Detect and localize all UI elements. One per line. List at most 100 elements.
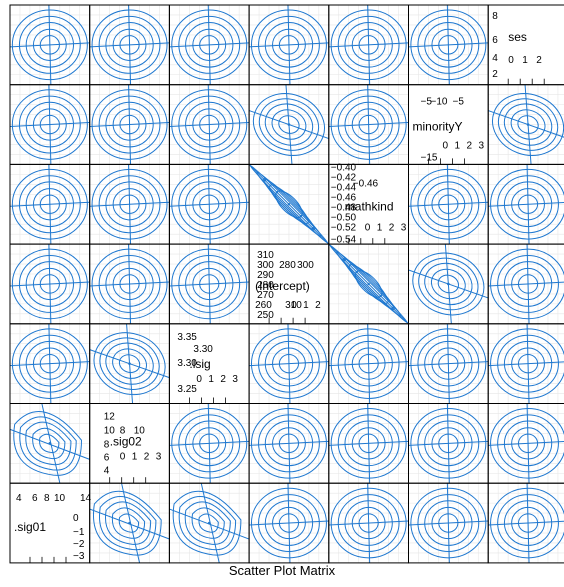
profile-trace bbox=[367, 403, 371, 484]
tick-label: 3 bbox=[401, 222, 407, 233]
diagonal-background bbox=[328, 164, 409, 245]
contour-ellipse bbox=[490, 408, 564, 479]
tick-label: 0 bbox=[73, 513, 79, 524]
contour-ellipse bbox=[258, 15, 320, 74]
tick-label: −0.44 bbox=[331, 182, 357, 193]
contour-ellipse bbox=[264, 420, 314, 467]
tick-label: 3.30 bbox=[193, 344, 213, 355]
contour-panel bbox=[10, 164, 90, 245]
tick-label: 1 bbox=[132, 452, 138, 463]
contour-ellipse bbox=[330, 89, 407, 160]
diagonal-background bbox=[488, 5, 564, 85]
profile-trace bbox=[446, 483, 450, 563]
contour-ellipse bbox=[330, 487, 407, 559]
contour-ellipse bbox=[417, 334, 480, 393]
contour-ellipse bbox=[424, 420, 473, 467]
contour-ellipse bbox=[91, 248, 168, 320]
profile-trace bbox=[128, 244, 132, 324]
contour-panel bbox=[408, 164, 489, 245]
profile-trace bbox=[287, 483, 291, 563]
contour-ellipse bbox=[410, 487, 487, 559]
tick-label: 3 bbox=[232, 374, 238, 385]
estimate-point bbox=[311, 226, 315, 230]
contour-ellipse bbox=[11, 9, 88, 81]
contour-ellipse bbox=[98, 254, 161, 313]
contour-ellipse bbox=[98, 95, 161, 154]
profile-trace bbox=[48, 164, 52, 245]
chart-title: Scatter Plot Matrix bbox=[228, 563, 336, 578]
contour-panel bbox=[328, 403, 409, 484]
tick-label: 8 bbox=[44, 493, 50, 504]
tick-label: 3 bbox=[479, 141, 485, 152]
estimate-point bbox=[526, 123, 530, 126]
estimate-point bbox=[287, 123, 291, 126]
contour-panel bbox=[408, 403, 489, 484]
tick-label: 10 bbox=[104, 426, 116, 437]
profile-trace bbox=[207, 164, 211, 245]
tick-label: −15 bbox=[421, 153, 438, 164]
contour-ring bbox=[184, 501, 231, 545]
profile-trace bbox=[367, 84, 371, 165]
contour-panel bbox=[328, 483, 409, 563]
estimate-point bbox=[391, 306, 394, 310]
tick-label: −0.54 bbox=[331, 234, 357, 245]
contour-panel bbox=[89, 84, 170, 165]
contour-ellipse bbox=[417, 494, 480, 553]
tick-label: −1 bbox=[73, 527, 85, 538]
profile-trace bbox=[207, 244, 211, 324]
estimate-point bbox=[263, 179, 267, 182]
contour-ring bbox=[13, 411, 82, 476]
contour-ellipse bbox=[417, 414, 480, 473]
profile-trace bbox=[367, 483, 371, 563]
diagonal-cell-0: .sig01 4 6 8 10 140 −1−2−3 bbox=[10, 483, 92, 563]
contour-ellipse bbox=[11, 168, 88, 240]
contour-panel bbox=[249, 483, 329, 563]
contour-ellipse bbox=[417, 15, 480, 74]
variable-label: .sig02 bbox=[110, 435, 142, 449]
contour-ring bbox=[172, 490, 242, 556]
estimate-point bbox=[343, 258, 346, 262]
tick-label: 10 bbox=[134, 426, 146, 437]
contour-panel bbox=[249, 164, 329, 245]
contour-ellipse bbox=[171, 9, 248, 81]
contour-ellipse bbox=[337, 414, 400, 473]
tick-label: 3.30 bbox=[177, 358, 197, 369]
contour-panel bbox=[488, 84, 564, 165]
contour-panel bbox=[89, 164, 170, 245]
tick-label: −0.46 bbox=[331, 192, 357, 203]
contour-panel bbox=[10, 5, 90, 85]
contour-ellipse bbox=[503, 420, 553, 467]
profile-trace bbox=[446, 164, 450, 245]
profile-trace bbox=[446, 323, 450, 404]
contour-ellipse bbox=[25, 101, 75, 148]
contour-ellipse bbox=[185, 181, 234, 228]
tick-label: 0 bbox=[196, 374, 202, 385]
tick-label: −2 bbox=[73, 539, 85, 550]
contour-ellipse bbox=[417, 175, 480, 234]
contour-ellipse bbox=[105, 101, 154, 148]
contour-ellipse bbox=[25, 261, 75, 307]
tick-label: 300 bbox=[297, 260, 314, 271]
contour-ellipse bbox=[258, 334, 320, 393]
contour-ellipse bbox=[171, 408, 248, 479]
contour-ellipse bbox=[424, 22, 473, 68]
tick-label: −0.50 bbox=[331, 212, 357, 223]
contour-panel bbox=[488, 403, 564, 484]
tick-label: 1 bbox=[522, 55, 528, 66]
tick-label: 12 bbox=[104, 412, 116, 423]
tick-label: 310 bbox=[257, 250, 274, 261]
contour-panel bbox=[249, 403, 329, 484]
contour-ellipse bbox=[250, 408, 327, 479]
panel-frame bbox=[487, 482, 564, 564]
tick-label: 280 bbox=[257, 280, 274, 291]
contour-panel bbox=[488, 244, 564, 324]
contour-panel bbox=[328, 244, 409, 324]
contour-panel bbox=[328, 84, 409, 165]
variable-label: minorityY bbox=[413, 120, 463, 134]
estimate-point bbox=[207, 521, 211, 525]
profile-trace bbox=[128, 164, 132, 245]
tick-label: 2 bbox=[144, 452, 150, 463]
estimate-point bbox=[48, 442, 52, 445]
